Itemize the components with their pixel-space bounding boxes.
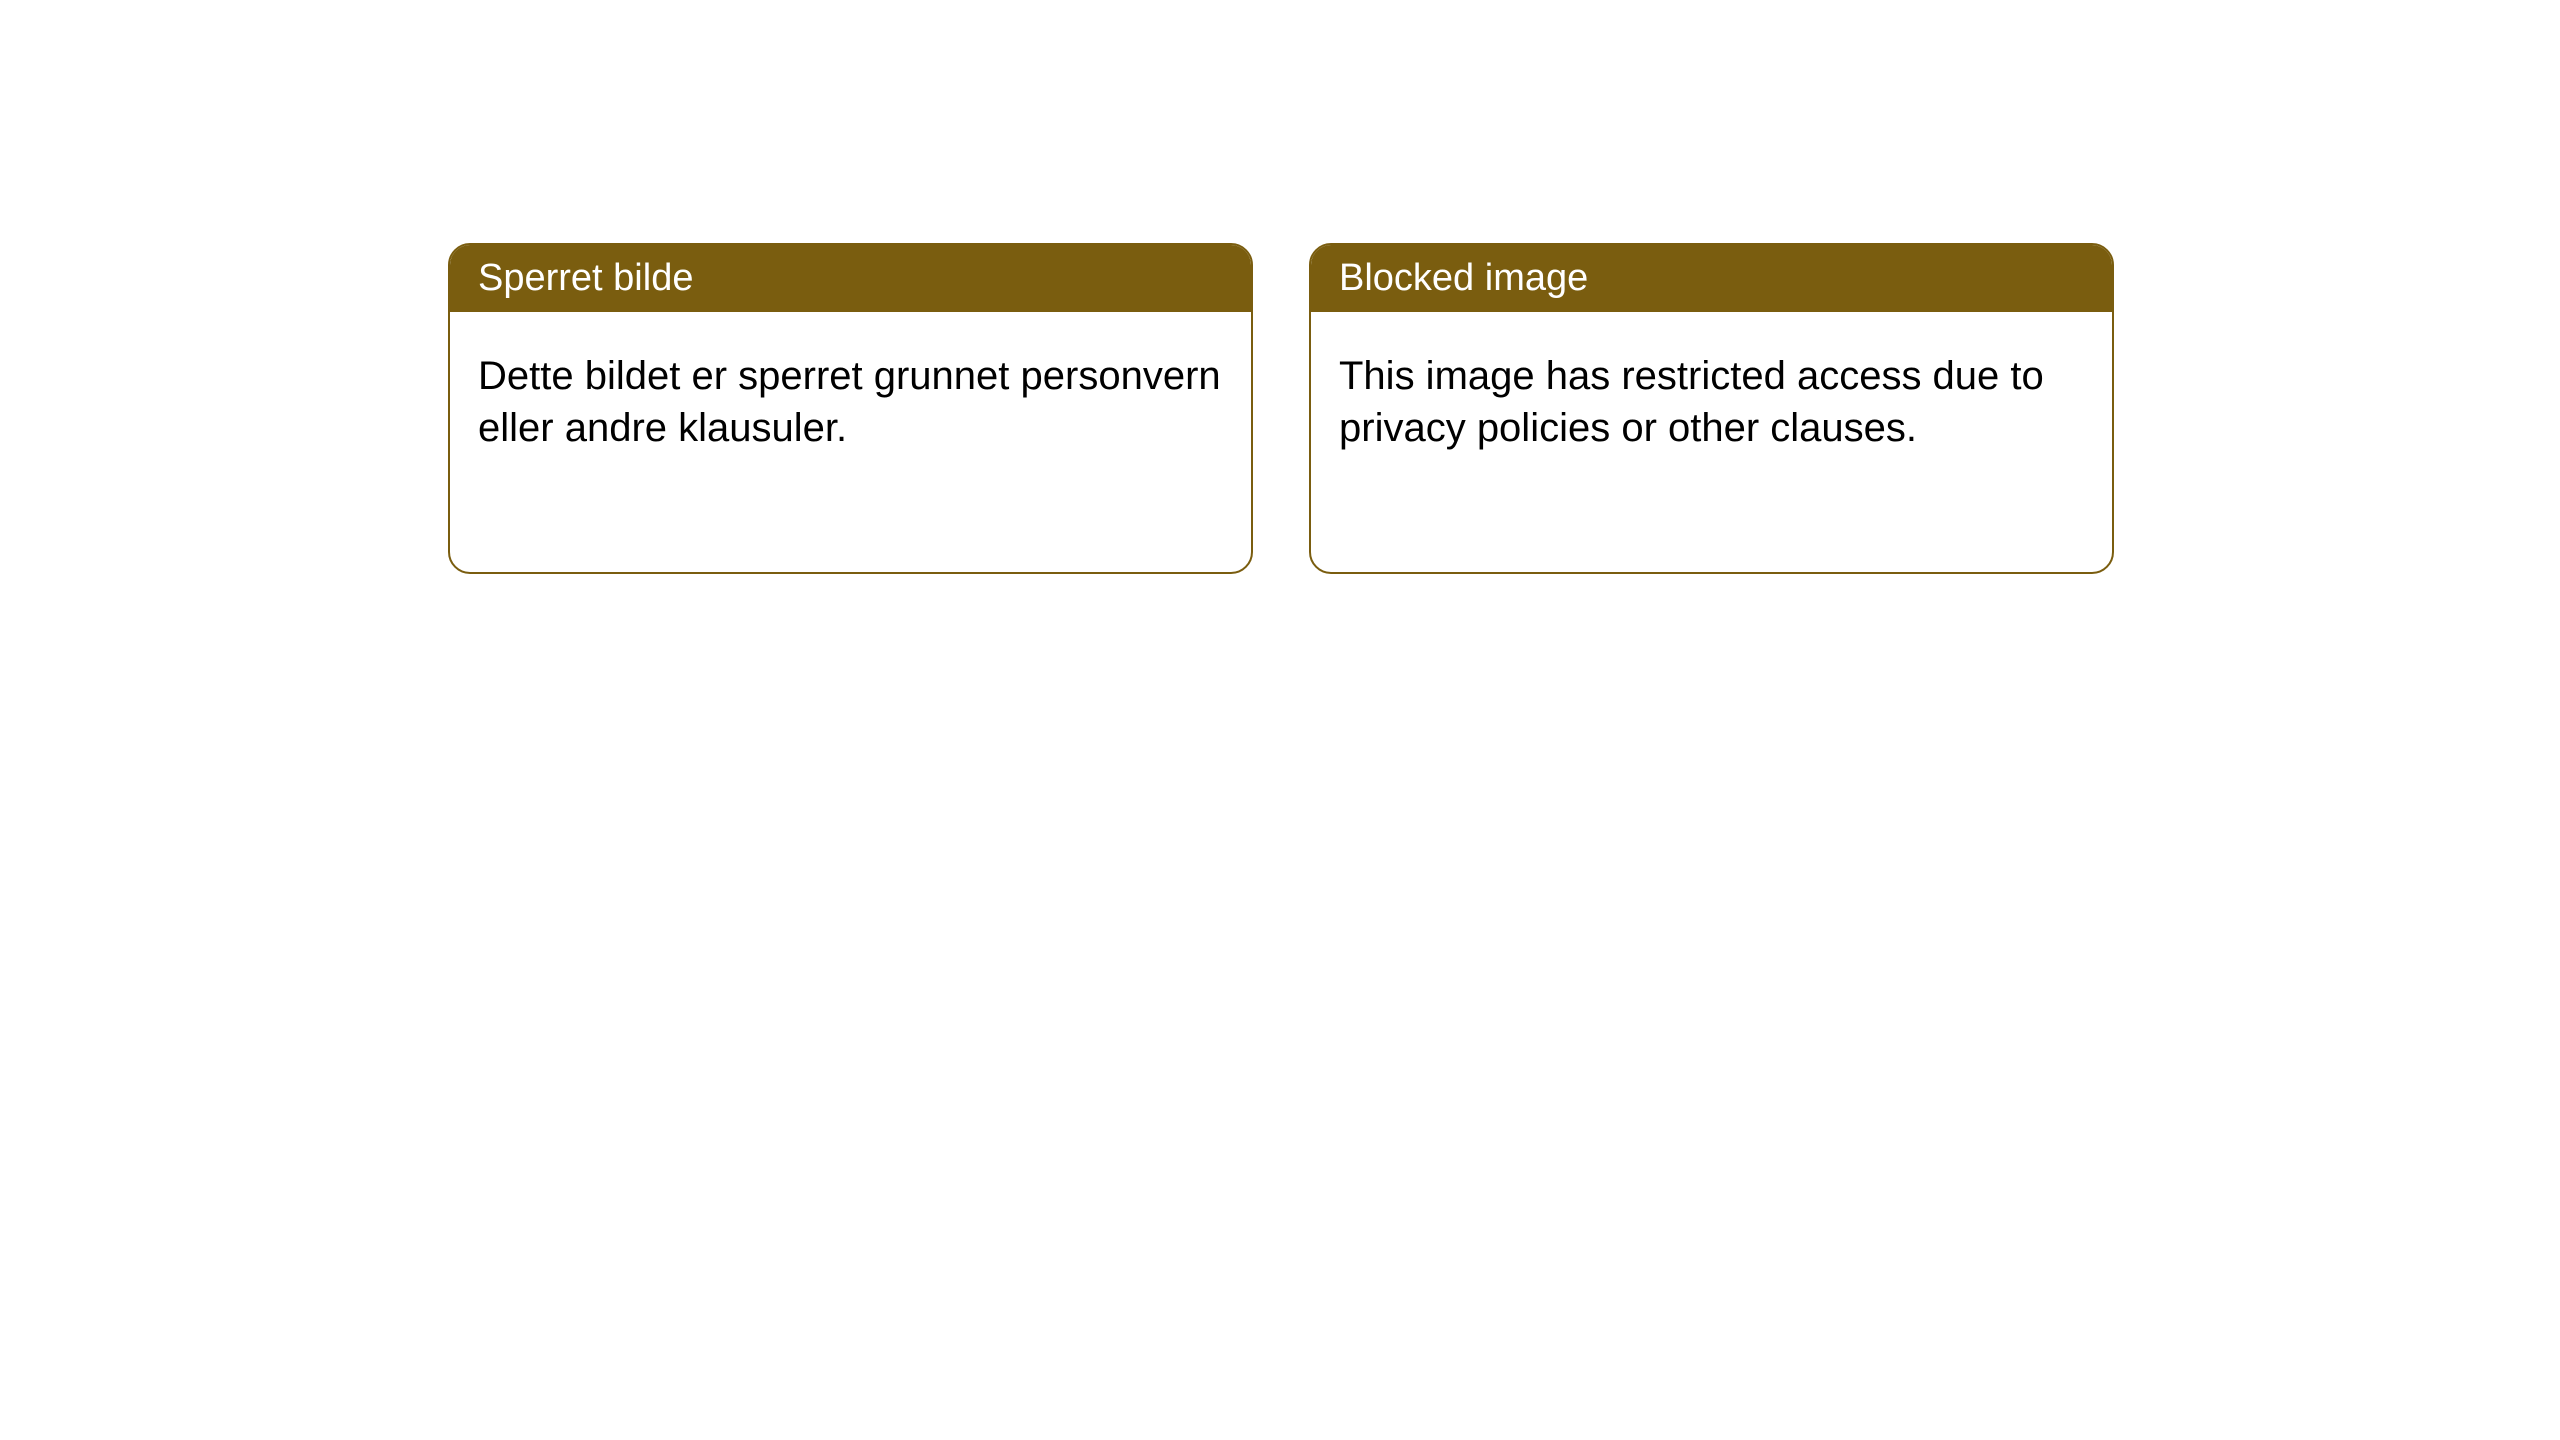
blocked-image-card-no: Sperret bilde Dette bildet er sperret gr… [448,243,1253,574]
card-title-no: Sperret bilde [478,257,693,299]
card-header-en: Blocked image [1311,245,2112,312]
notice-cards-container: Sperret bilde Dette bildet er sperret gr… [448,243,2114,574]
card-title-en: Blocked image [1339,257,1588,299]
blocked-image-card-en: Blocked image This image has restricted … [1309,243,2114,574]
card-header-no: Sperret bilde [450,245,1251,312]
card-body-en: This image has restricted access due to … [1311,312,2112,572]
card-message-no: Dette bildet er sperret grunnet personve… [478,354,1221,450]
card-message-en: This image has restricted access due to … [1339,354,2044,450]
card-body-no: Dette bildet er sperret grunnet personve… [450,312,1251,572]
